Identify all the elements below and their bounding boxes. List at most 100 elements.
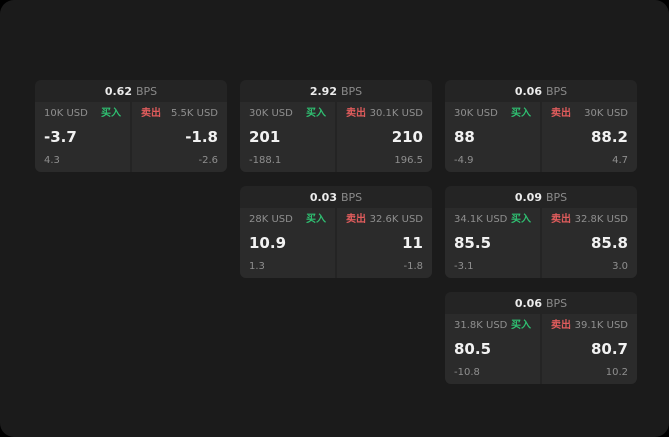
sell-top-row: 卖出 5.5K USD	[141, 109, 218, 119]
buy-price: 88	[454, 128, 475, 147]
quote-card: 2.92 BPS 30K USD 买入 201 -188.1 卖出 30.1K …	[240, 80, 432, 172]
buy-panel[interactable]: 30K USD 买入 88 -4.9	[445, 102, 540, 172]
quote-panels: 30K USD 买入 201 -188.1 卖出 30.1K USD 210 1…	[240, 102, 432, 172]
buy-amount: 10K USD	[44, 108, 88, 119]
spread-header: 0.03 BPS	[240, 186, 432, 208]
cards-grid: 0.62 BPS 10K USD 买入 -3.7 4.3 卖出 5.5K USD	[35, 80, 637, 384]
sell-amount: 32.8K USD	[574, 214, 628, 225]
buy-top-row: 30K USD 买入	[454, 109, 531, 119]
spread-unit: BPS	[340, 84, 363, 98]
sell-delta: -1.8	[403, 261, 423, 272]
buy-delta: -4.9	[454, 155, 474, 166]
spread-value: 0.09	[514, 190, 542, 204]
sell-amount: 30.1K USD	[369, 108, 423, 119]
quote-panels: 34.1K USD 买入 85.5 -3.1 卖出 32.8K USD 85.8…	[445, 208, 637, 278]
buy-label: 买入	[511, 108, 531, 119]
buy-delta: -188.1	[249, 155, 282, 166]
sell-panel[interactable]: 卖出 32.6K USD 11 -1.8	[337, 208, 432, 278]
quote-panels: 30K USD 买入 88 -4.9 卖出 30K USD 88.2 4.7	[445, 102, 637, 172]
buy-amount: 31.8K USD	[454, 320, 508, 331]
sell-top-row: 卖出 32.8K USD	[551, 215, 628, 225]
spread-unit: BPS	[545, 84, 568, 98]
sell-panel[interactable]: 卖出 30K USD 88.2 4.7	[542, 102, 637, 172]
buy-label: 买入	[306, 214, 326, 225]
spread-header: 0.62 BPS	[35, 80, 227, 102]
quote-card: 0.09 BPS 34.1K USD 买入 85.5 -3.1 卖出 32.8K…	[445, 186, 637, 278]
sell-panel[interactable]: 卖出 30.1K USD 210 196.5	[337, 102, 432, 172]
buy-top-row: 30K USD 买入	[249, 109, 326, 119]
buy-panel[interactable]: 10K USD 买入 -3.7 4.3	[35, 102, 130, 172]
spread-value: 0.06	[514, 84, 542, 98]
sell-top-row: 卖出 30.1K USD	[346, 109, 423, 119]
sell-delta: 10.2	[605, 367, 628, 378]
quote-card: 0.06 BPS 31.8K USD 买入 80.5 -10.8 卖出 39.1…	[445, 292, 637, 384]
sell-panel[interactable]: 卖出 32.8K USD 85.8 3.0	[542, 208, 637, 278]
sell-label: 卖出	[551, 214, 571, 225]
buy-top-row: 28K USD 买入	[249, 215, 326, 225]
sell-delta: 4.7	[612, 155, 628, 166]
spread-unit: BPS	[340, 190, 363, 204]
buy-label: 买入	[306, 108, 326, 119]
buy-amount: 30K USD	[249, 108, 293, 119]
buy-delta: -10.8	[454, 367, 480, 378]
quote-panels: 10K USD 买入 -3.7 4.3 卖出 5.5K USD -1.8 -2.…	[35, 102, 227, 172]
quote-card: 0.62 BPS 10K USD 买入 -3.7 4.3 卖出 5.5K USD	[35, 80, 227, 172]
spread-unit: BPS	[545, 190, 568, 204]
spread-value: 0.06	[514, 296, 542, 310]
spread-unit: BPS	[545, 296, 568, 310]
spread-value: 0.62	[104, 84, 132, 98]
sell-amount: 32.6K USD	[369, 214, 423, 225]
sell-price: -1.8	[185, 128, 218, 147]
quote-panels: 31.8K USD 买入 80.5 -10.8 卖出 39.1K USD 80.…	[445, 314, 637, 384]
sell-price: 11	[402, 234, 423, 253]
sell-top-row: 卖出 32.6K USD	[346, 215, 423, 225]
sell-label: 卖出	[346, 108, 366, 119]
spread-unit: BPS	[135, 84, 158, 98]
buy-top-row: 31.8K USD 买入	[454, 321, 531, 331]
quote-panels: 28K USD 买入 10.9 1.3 卖出 32.6K USD 11 -1.8	[240, 208, 432, 278]
sell-amount: 30K USD	[584, 108, 628, 119]
buy-amount: 30K USD	[454, 108, 498, 119]
buy-delta: 4.3	[44, 155, 60, 166]
buy-price: -3.7	[44, 128, 77, 147]
sell-panel[interactable]: 卖出 5.5K USD -1.8 -2.6	[132, 102, 227, 172]
sell-label: 卖出	[551, 320, 571, 331]
sell-price: 80.7	[590, 340, 628, 359]
buy-amount: 28K USD	[249, 214, 293, 225]
buy-price: 201	[249, 128, 281, 147]
buy-panel[interactable]: 28K USD 买入 10.9 1.3	[240, 208, 335, 278]
spread-header: 0.06 BPS	[445, 292, 637, 314]
buy-delta: 1.3	[249, 261, 265, 272]
buy-label: 买入	[101, 108, 121, 119]
sell-price: 88.2	[590, 128, 628, 147]
buy-panel[interactable]: 31.8K USD 买入 80.5 -10.8	[445, 314, 540, 384]
sell-amount: 5.5K USD	[170, 108, 218, 119]
spread-value: 0.03	[309, 190, 337, 204]
sell-price: 85.8	[590, 234, 628, 253]
quote-card: 0.06 BPS 30K USD 买入 88 -4.9 卖出 30K USD	[445, 80, 637, 172]
sell-panel[interactable]: 卖出 39.1K USD 80.7 10.2	[542, 314, 637, 384]
buy-price: 85.5	[454, 234, 492, 253]
buy-delta: -3.1	[454, 261, 474, 272]
sell-label: 卖出	[141, 108, 161, 119]
quote-card: 0.03 BPS 28K USD 买入 10.9 1.3 卖出 32.6K US…	[240, 186, 432, 278]
sell-label: 卖出	[551, 108, 571, 119]
spread-header: 2.92 BPS	[240, 80, 432, 102]
sell-amount: 39.1K USD	[574, 320, 628, 331]
buy-panel[interactable]: 30K USD 买入 201 -188.1	[240, 102, 335, 172]
sell-top-row: 卖出 39.1K USD	[551, 321, 628, 331]
sell-price: 210	[391, 128, 423, 147]
buy-top-row: 34.1K USD 买入	[454, 215, 531, 225]
sell-delta: 3.0	[612, 261, 628, 272]
buy-label: 买入	[511, 320, 531, 331]
sell-delta: -2.6	[198, 155, 218, 166]
buy-price: 10.9	[249, 234, 287, 253]
sell-label: 卖出	[346, 214, 366, 225]
sell-delta: 196.5	[394, 155, 423, 166]
spread-value: 2.92	[309, 84, 337, 98]
sell-top-row: 卖出 30K USD	[551, 109, 628, 119]
spread-header: 0.06 BPS	[445, 80, 637, 102]
spread-header: 0.09 BPS	[445, 186, 637, 208]
buy-panel[interactable]: 34.1K USD 买入 85.5 -3.1	[445, 208, 540, 278]
